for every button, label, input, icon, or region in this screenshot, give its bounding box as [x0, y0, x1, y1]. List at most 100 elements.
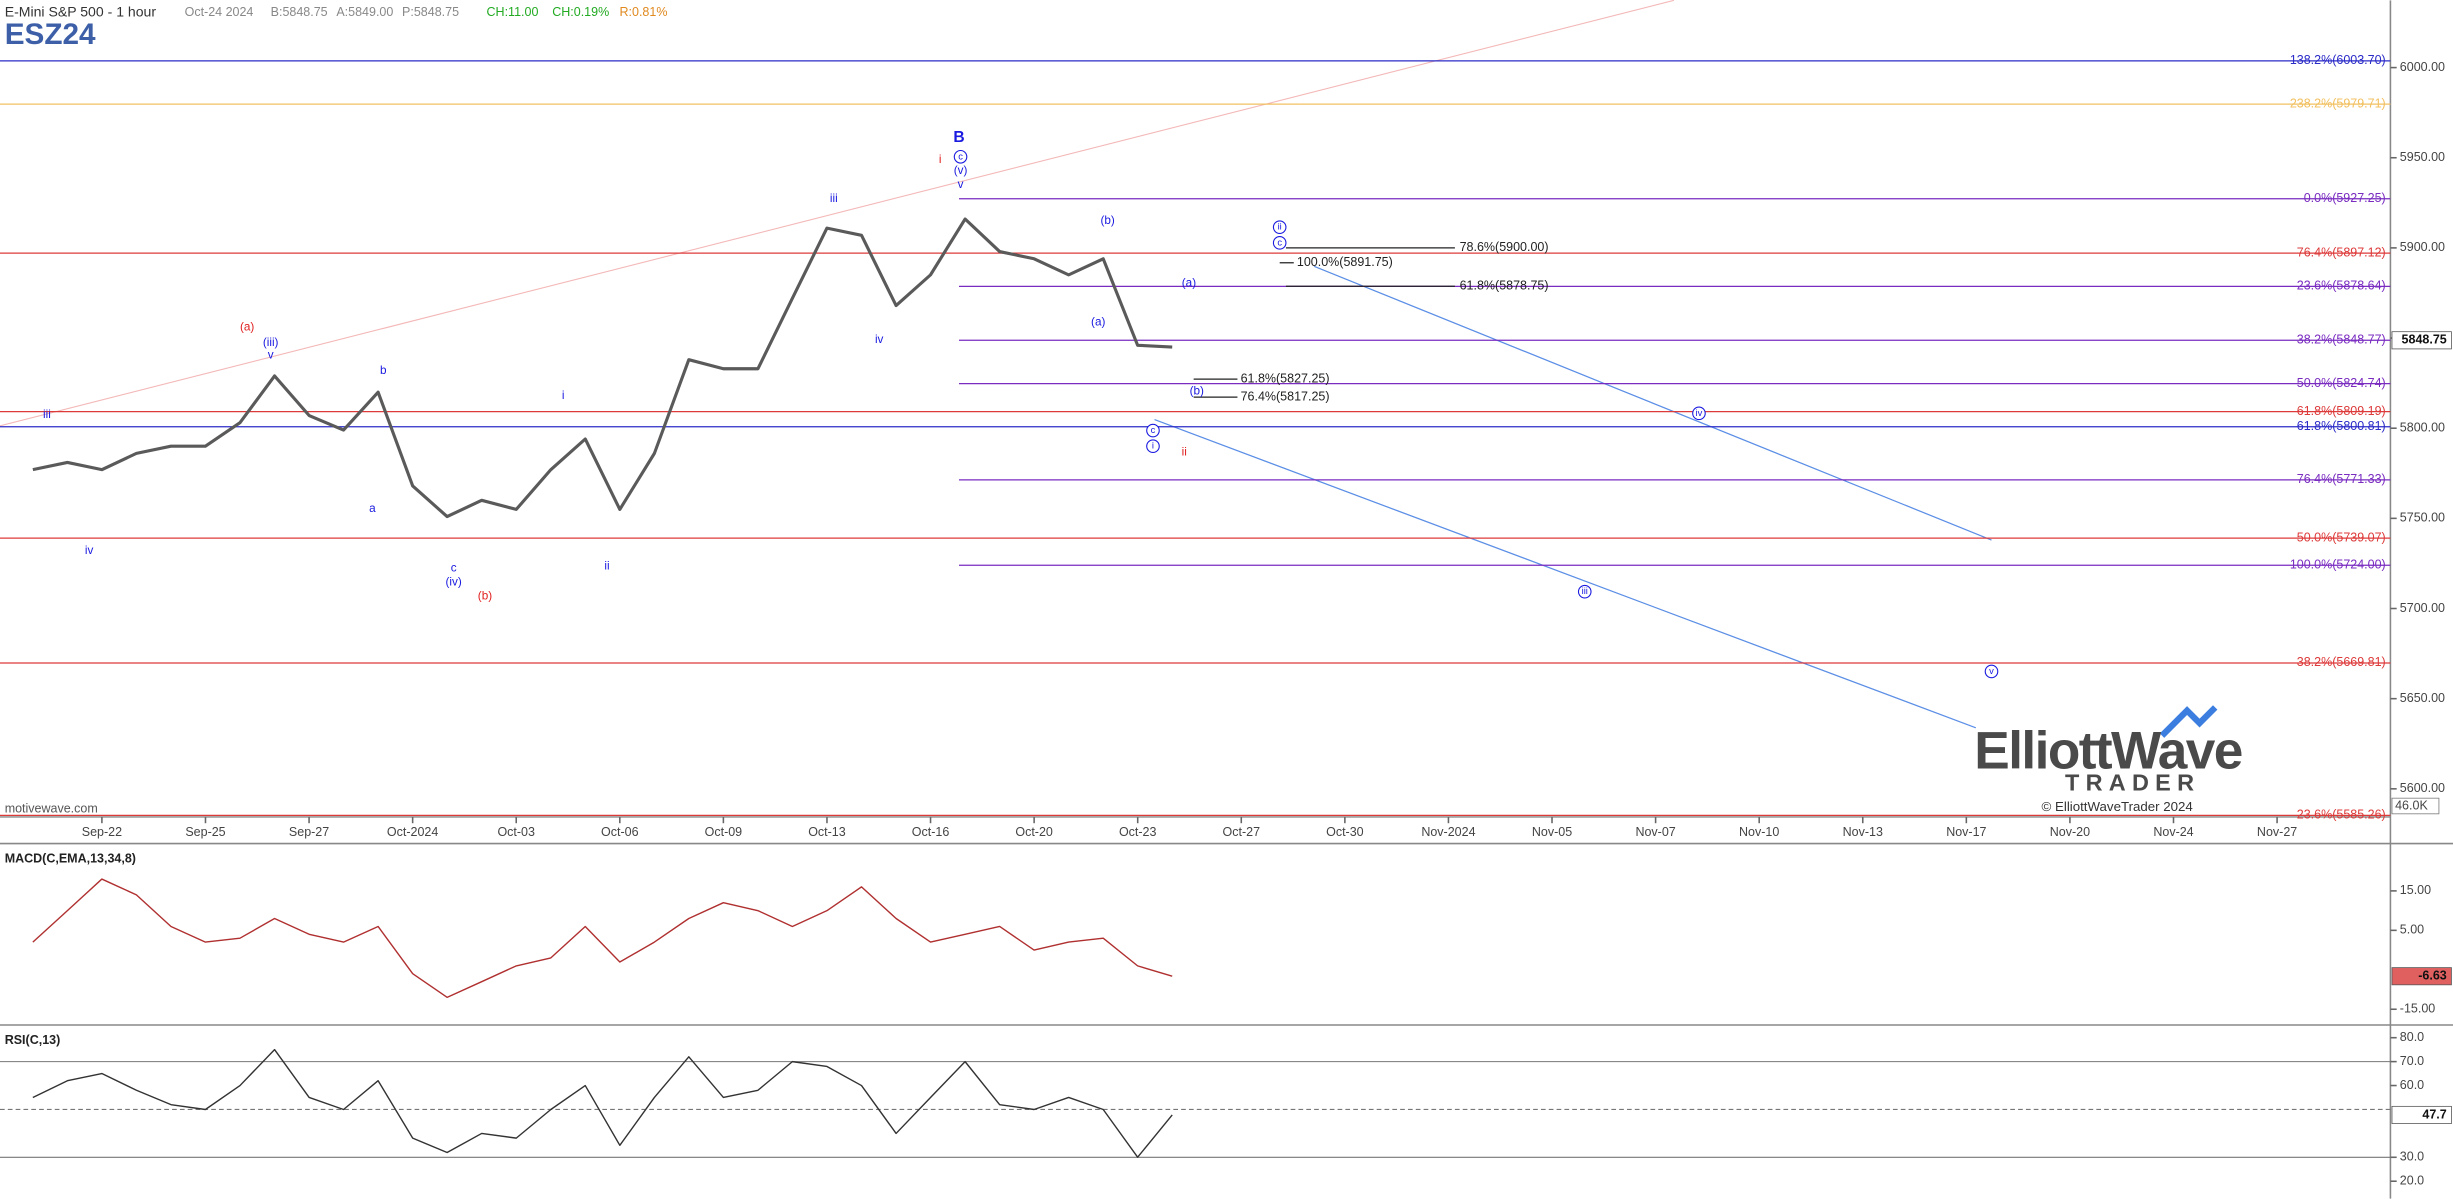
fib-label: 38.2%(5669.81) [2297, 655, 2386, 669]
x-tick-label: Oct-23 [1119, 825, 1157, 839]
logo-title: ElliottWave [1974, 721, 2241, 780]
ask: A:5849.00 [336, 5, 393, 19]
wave-label: c [1277, 237, 1282, 247]
last-value-box [2391, 1105, 2452, 1124]
wave-label: b [380, 364, 387, 377]
wave-label: c [1151, 425, 1156, 435]
wave-circle [1272, 220, 1287, 234]
fib-label: 61.8%(5800.81) [2297, 419, 2386, 433]
fib-label: 138.2%(6003.70) [2290, 53, 2386, 67]
y-tick-label: 60.0 [2400, 1078, 2424, 1092]
volume-label: 46.0K [2395, 798, 2428, 812]
fib-target-label: 78.6%(5900.00) [1460, 240, 1549, 254]
fib-target-label: 100.0%(5891.75) [1297, 255, 1393, 269]
bid: B:5848.75 [271, 5, 328, 19]
price: P:5848.75 [402, 5, 459, 19]
wave-label: c [451, 561, 457, 574]
change-pct: CH:0.19% [552, 5, 609, 19]
wave-label: iv [875, 333, 884, 346]
y-tick-label: -15.00 [2400, 1002, 2435, 1016]
last-value-box [2391, 967, 2452, 986]
x-tick-label: Oct-06 [601, 825, 639, 839]
fib-target-label: 61.8%(5827.25) [1241, 371, 1330, 385]
x-tick-label: Nov-10 [1739, 825, 1779, 839]
wave-label: (b) [1100, 214, 1114, 227]
wave-label: (a) [1091, 316, 1105, 329]
wave-label: (iii) [263, 336, 279, 349]
logo-subtitle: TRADER [2065, 769, 2200, 795]
x-tick-label: Oct-16 [912, 825, 950, 839]
fib-label: 23.6%(5585.26) [2297, 808, 2386, 822]
wave-circle [1272, 236, 1287, 250]
panel-title: RSI(C,13) [5, 1033, 61, 1047]
x-tick-label: Nov-24 [2153, 825, 2193, 839]
y-tick-label: 6000.00 [2400, 60, 2445, 74]
channel-line [0, 0, 1675, 427]
wave-label: i [562, 389, 565, 402]
wave-label: (a) [240, 320, 254, 333]
wave-label: iii [1582, 586, 1588, 596]
last-value: 47.7 [2422, 1107, 2446, 1121]
change: CH:11.00 [487, 5, 539, 19]
ticker: ESZ24 [5, 18, 96, 51]
y-tick-label: 5950.00 [2400, 150, 2445, 164]
wave-label: (iv) [446, 575, 462, 588]
x-tick-label: Nov-13 [1843, 825, 1883, 839]
fib-label: 50.0%(5739.07) [2297, 530, 2386, 544]
wave-label: v [1989, 666, 1994, 676]
y-tick-label: 30.0 [2400, 1150, 2424, 1164]
panel-title: MACD(C,EMA,13,34,8) [5, 851, 136, 865]
x-tick-label: Nov-27 [2257, 825, 2297, 839]
x-tick-label: Oct-30 [1326, 825, 1364, 839]
last-price-box [2391, 331, 2452, 350]
y-tick-label: 5800.00 [2400, 421, 2445, 435]
x-tick-label: Oct-03 [497, 825, 535, 839]
wave-label: iii [830, 192, 838, 205]
wave-label: ii [1278, 222, 1282, 232]
wave-label: v [958, 178, 964, 191]
fib-label: 76.4%(5771.33) [2297, 472, 2386, 486]
wave-circle [1146, 439, 1160, 453]
y-tick-label: 5600.00 [2400, 781, 2445, 795]
wave-label: (a) [1182, 277, 1196, 290]
x-tick-label: Oct-13 [808, 825, 846, 839]
x-tick-label: Nov-07 [1635, 825, 1675, 839]
wave-circle [1984, 664, 1999, 679]
x-tick-label: Nov-2024 [1421, 825, 1475, 839]
y-tick-label: 5.00 [2400, 923, 2424, 937]
logo-wave [2159, 705, 2218, 738]
last-price: 5848.75 [2402, 333, 2447, 347]
x-tick-label: Nov-05 [1532, 825, 1572, 839]
x-tick-label: Sep-22 [82, 825, 122, 839]
y-tick-label: 5900.00 [2400, 240, 2445, 254]
fib-label: 0.0%(5927.25) [2304, 191, 2386, 205]
bar-date: Oct-24 2024 [185, 5, 254, 19]
x-tick-label: Oct-27 [1223, 825, 1261, 839]
wave-label: a [369, 502, 376, 515]
wave-label: iii [43, 408, 51, 421]
x-tick-label: Nov-17 [1946, 825, 1986, 839]
fib-label: 50.0%(5824.74) [2297, 376, 2386, 390]
wave-circle [953, 149, 968, 164]
wave-label: v [268, 349, 274, 362]
x-tick-label: Oct-20 [1015, 825, 1053, 839]
data-line [32, 878, 1173, 999]
wave-label: i [1152, 441, 1154, 451]
x-tick-label: Sep-25 [185, 825, 225, 839]
wave-label: c [958, 151, 963, 161]
wave-label: ii [1182, 446, 1187, 459]
symbol-name: E-Mini S&P 500 - 1 hour [5, 4, 157, 20]
copyright: © ElliottWaveTrader 2024 [2042, 799, 2193, 814]
wave-label: (b) [1190, 385, 1204, 398]
y-tick-label: 15.00 [2400, 883, 2431, 897]
wave-label: (b) [478, 589, 492, 602]
watermark: motivewave.com [5, 801, 98, 815]
x-tick-label: Oct-09 [705, 825, 743, 839]
y-tick-label: 80.0 [2400, 1030, 2424, 1044]
wave-label: iv [85, 544, 94, 557]
fib-label: 23.6%(5878.64) [2297, 279, 2386, 293]
range: R:0.81% [620, 5, 668, 19]
y-tick-label: 20.0 [2400, 1174, 2424, 1188]
